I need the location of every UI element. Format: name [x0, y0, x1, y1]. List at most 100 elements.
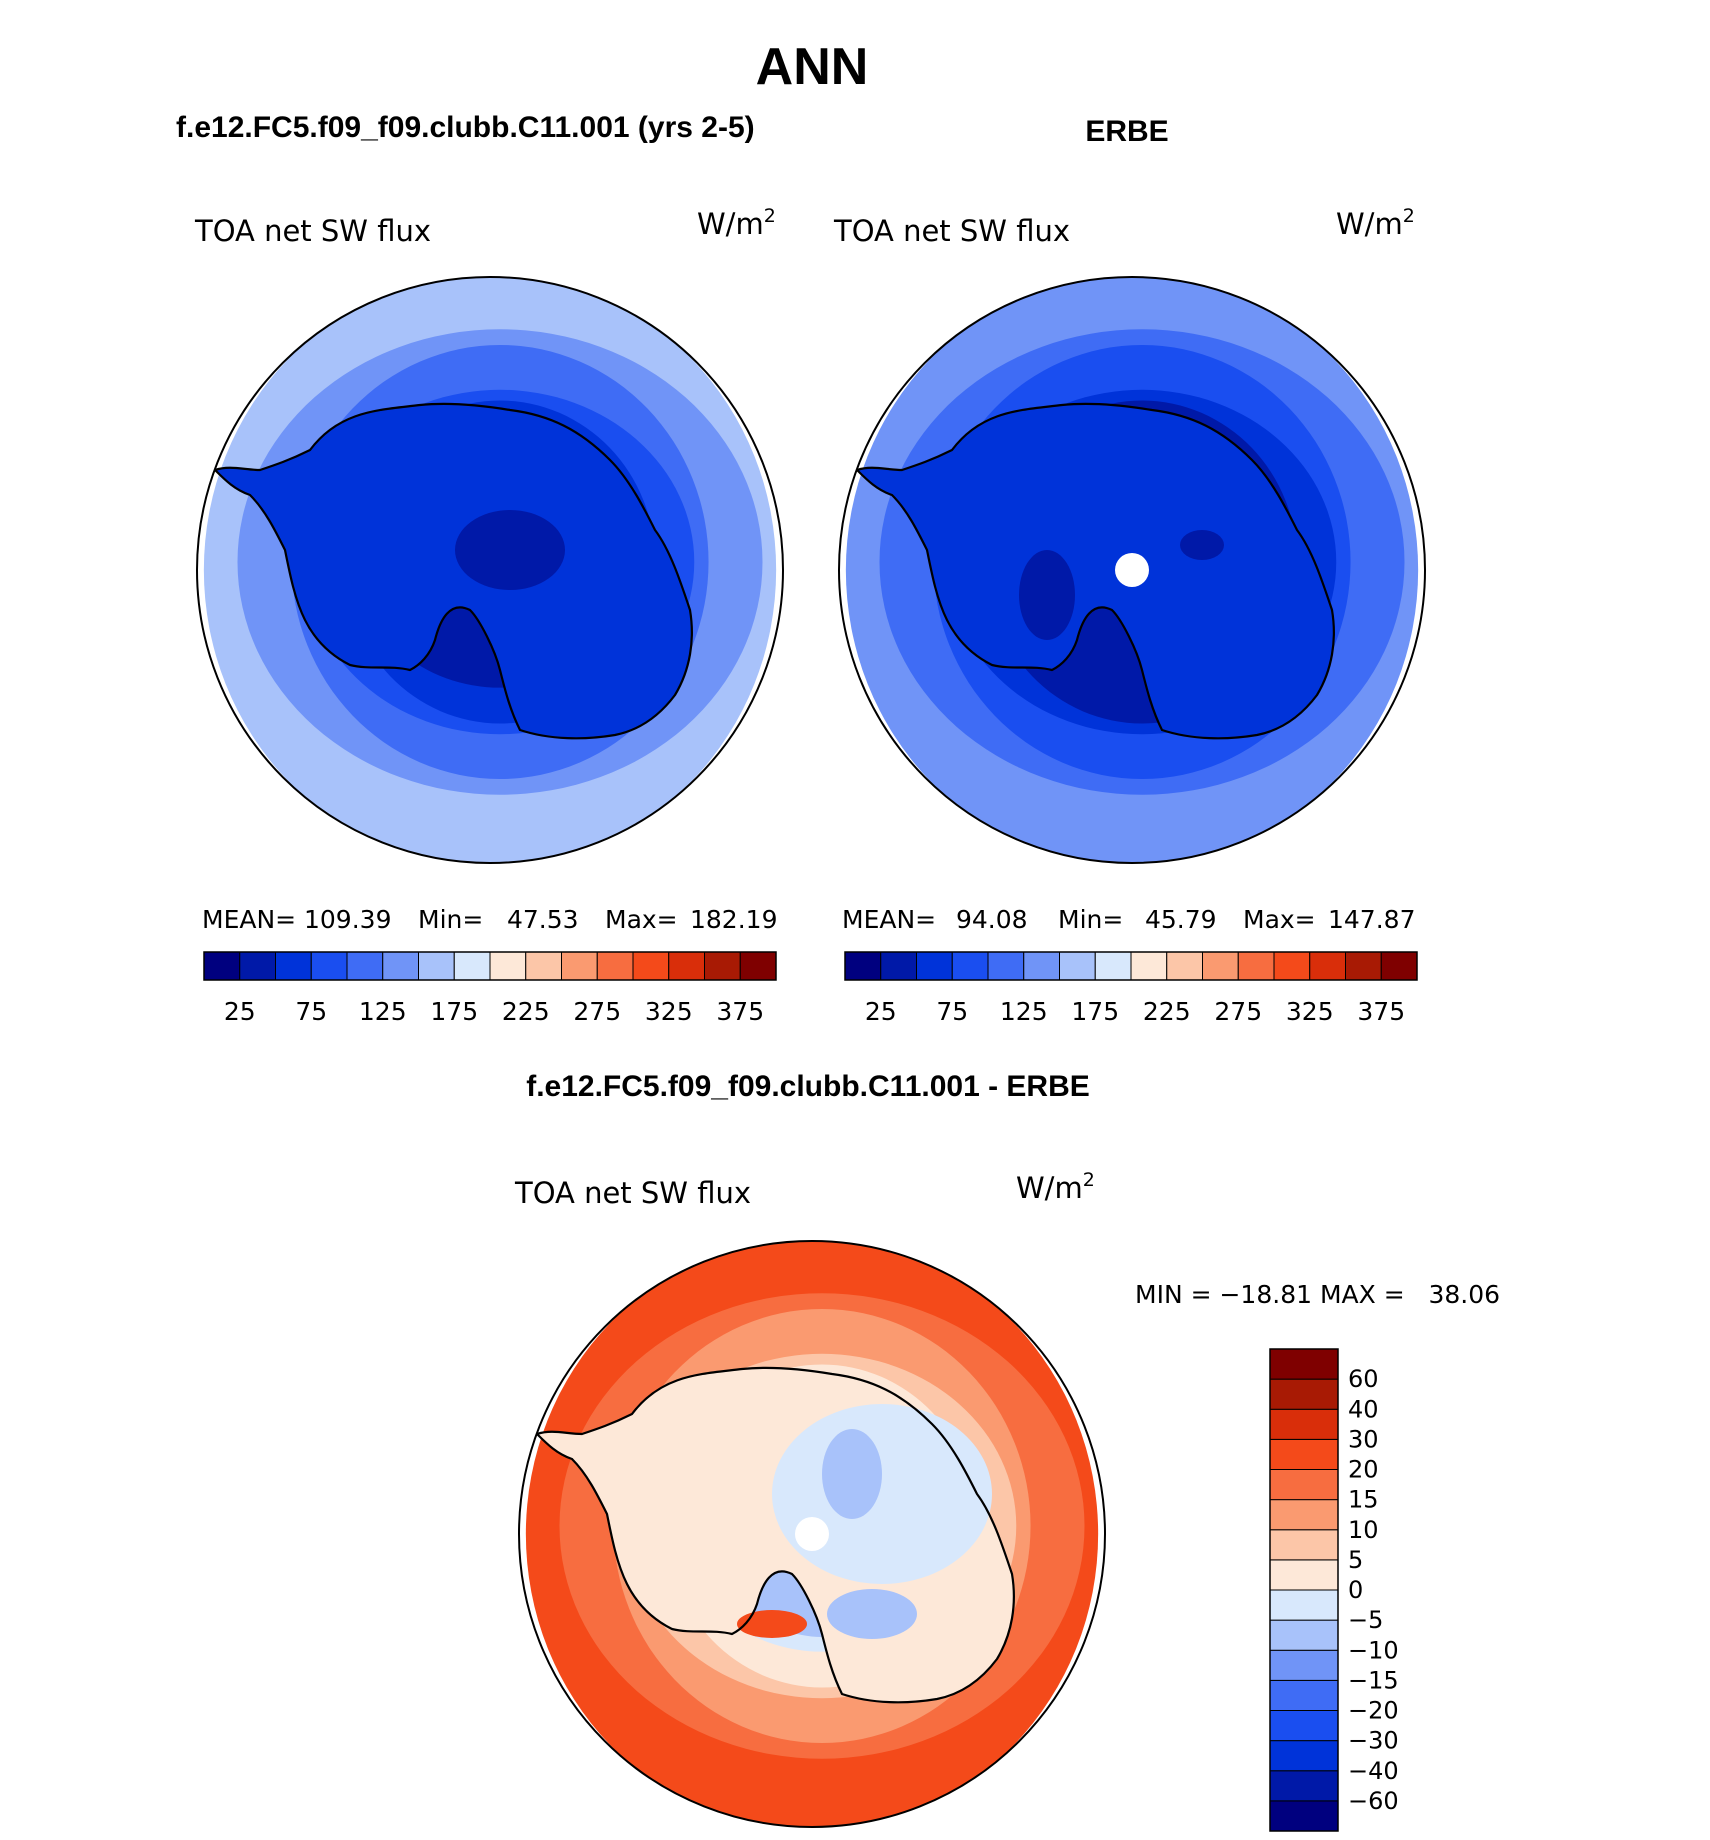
- panel-model-variable: TOA net SW flux: [194, 214, 431, 248]
- cbar-a-swatch: [239, 951, 276, 981]
- map-c-patch: [772, 1404, 992, 1584]
- cbar-a-tick-label: 175: [430, 997, 478, 1026]
- map-b-patch: [1019, 550, 1075, 640]
- cbar-a-swatch: [525, 951, 562, 981]
- cbar-b-swatch: [1345, 951, 1382, 981]
- cbar-a-swatch: [310, 951, 348, 981]
- panel-obs-units-base: W/m: [1336, 207, 1403, 241]
- panel-obs-variable: TOA net SW flux: [833, 214, 1070, 248]
- cbar-b-swatch: [1380, 951, 1418, 981]
- cbar-c-tick-label: 10: [1348, 1516, 1379, 1544]
- cbar-c-swatch: [1269, 1469, 1339, 1501]
- cbar-c-swatch: [1269, 1740, 1339, 1772]
- panel-obs: ERBE TOA net SW flux W/m2 MEAN= 94.08 Mi…: [833, 115, 1426, 1026]
- cbar-c-swatch: [1269, 1649, 1339, 1681]
- panel-model-mean-label: MEAN=: [202, 905, 296, 934]
- panel-model-min-label: Min=: [418, 905, 483, 934]
- cbar-c-swatch: [1269, 1529, 1339, 1561]
- cbar-c-tick-label: −5: [1348, 1606, 1383, 1634]
- cbar-b-swatch: [880, 951, 917, 981]
- panel-diff-units-base: W/m: [1016, 1171, 1083, 1205]
- panel-model-min-value: 47.53: [507, 905, 579, 934]
- cbar-b-swatch: [951, 951, 989, 981]
- panel-obs-units-sup: 2: [1403, 205, 1415, 227]
- cbar-a-swatch: [275, 951, 312, 981]
- cbar-c-tick-label: 40: [1348, 1395, 1379, 1423]
- panel-model-header: f.e12.FC5.f09_f09.clubb.C11.001 (yrs 2-5…: [176, 111, 755, 144]
- map-b-patch: [1180, 530, 1224, 560]
- colorbar-model: 25 75 125 175 225 275 325 375: [203, 951, 777, 1026]
- cbar-c-swatch: [1269, 1499, 1339, 1531]
- cbar-b-tick-label: 325: [1286, 997, 1334, 1026]
- cbar-a-tick-label: 275: [573, 997, 621, 1026]
- cbar-a-frame: [203, 951, 777, 981]
- cbar-a-tick-label: 75: [295, 997, 327, 1026]
- cbar-b-tick-label: 125: [1000, 997, 1048, 1026]
- cbar-c-swatch: [1269, 1710, 1339, 1742]
- cbar-c-tick-label: 0: [1348, 1576, 1363, 1604]
- cbar-a-swatch: [596, 951, 634, 981]
- cbar-c-swatch: [1269, 1589, 1339, 1621]
- cbar-a-swatch: [668, 951, 705, 981]
- cbar-c-swatch: [1269, 1800, 1339, 1832]
- cbar-b-tick-label: 75: [936, 997, 968, 1026]
- cbar-a-tick-label: 225: [502, 997, 550, 1026]
- panel-model-units: W/m2: [697, 205, 776, 241]
- panel-obs-max-value: 147.87: [1328, 905, 1415, 934]
- panel-diff-units-sup: 2: [1083, 1169, 1095, 1191]
- cbar-c-tick-label: 30: [1348, 1425, 1379, 1453]
- cbar-c-tick-label: −60: [1348, 1787, 1399, 1815]
- cbar-a-swatch: [704, 951, 741, 981]
- cbar-b-swatch: [1094, 951, 1132, 981]
- cbar-b-tick-label: 25: [865, 997, 897, 1026]
- cbar-a-swatch: [489, 951, 527, 981]
- cbar-a-swatch: [418, 951, 455, 981]
- cbar-c-tick-label: −10: [1348, 1636, 1399, 1664]
- cbar-a-swatch: [203, 951, 241, 981]
- cbar-c-tick-label: −20: [1348, 1697, 1399, 1725]
- panel-obs-min-value: 45.79: [1145, 905, 1217, 934]
- cbar-c-swatch: [1269, 1348, 1339, 1380]
- cbar-c-frame: [1269, 1348, 1339, 1832]
- map-c-patch: [737, 1610, 807, 1638]
- cbar-b-swatch: [844, 951, 882, 981]
- cbar-c-swatch: [1269, 1619, 1339, 1651]
- panel-diff-header: f.e12.FC5.f09_f09.clubb.C11.001 - ERBE: [526, 1070, 1090, 1103]
- cbar-a-tick-label: 125: [359, 997, 407, 1026]
- polar-map-model: [203, 277, 777, 863]
- panel-model-mean-value: 109.39: [304, 905, 391, 934]
- panel-model: f.e12.FC5.f09_f09.clubb.C11.001 (yrs 2-5…: [176, 111, 784, 1026]
- cbar-c-tick-label: −40: [1348, 1757, 1399, 1785]
- cbar-b-swatch: [1023, 951, 1060, 981]
- polar-map-diff: [525, 1241, 1099, 1827]
- map-c-pole-hole: [795, 1517, 829, 1551]
- polar-map-model-border: [196, 276, 784, 864]
- cbar-c-tick-label: −15: [1348, 1666, 1399, 1694]
- cbar-c-tick-label: 20: [1348, 1456, 1379, 1484]
- cbar-a-swatch: [382, 951, 419, 981]
- cbar-c-swatch: [1269, 1408, 1339, 1440]
- polar-map-diff-border: [518, 1240, 1106, 1828]
- map-c-patch: [827, 1589, 917, 1639]
- panel-diff-units: W/m2: [1016, 1169, 1095, 1205]
- panel-obs-mean-label: MEAN=: [842, 905, 936, 934]
- panel-model-units-base: W/m: [697, 207, 764, 241]
- cbar-c-swatch: [1269, 1770, 1339, 1802]
- panel-model-max-value: 182.19: [690, 905, 777, 934]
- cbar-b-swatch: [916, 951, 953, 981]
- colorbar-obs: 25 75 125 175 225 275 325 375: [844, 951, 1418, 1026]
- cbar-a-swatch: [739, 951, 777, 981]
- cbar-c-tick-label: 5: [1348, 1546, 1363, 1574]
- figure-title: ANN: [756, 38, 869, 96]
- panel-obs-header: ERBE: [1085, 115, 1168, 148]
- panel-obs-mean-value: 94.08: [956, 905, 1028, 934]
- cbar-b-frame: [844, 951, 1418, 981]
- cbar-a-swatch: [632, 951, 670, 981]
- cbar-a-tick-label: 325: [645, 997, 693, 1026]
- cbar-b-swatch: [1273, 951, 1311, 981]
- cbar-b-swatch: [1309, 951, 1346, 981]
- map-a-plateau: [455, 510, 565, 590]
- cbar-b-tick-label: 275: [1214, 997, 1262, 1026]
- panel-diff-variable: TOA net SW flux: [514, 1176, 751, 1210]
